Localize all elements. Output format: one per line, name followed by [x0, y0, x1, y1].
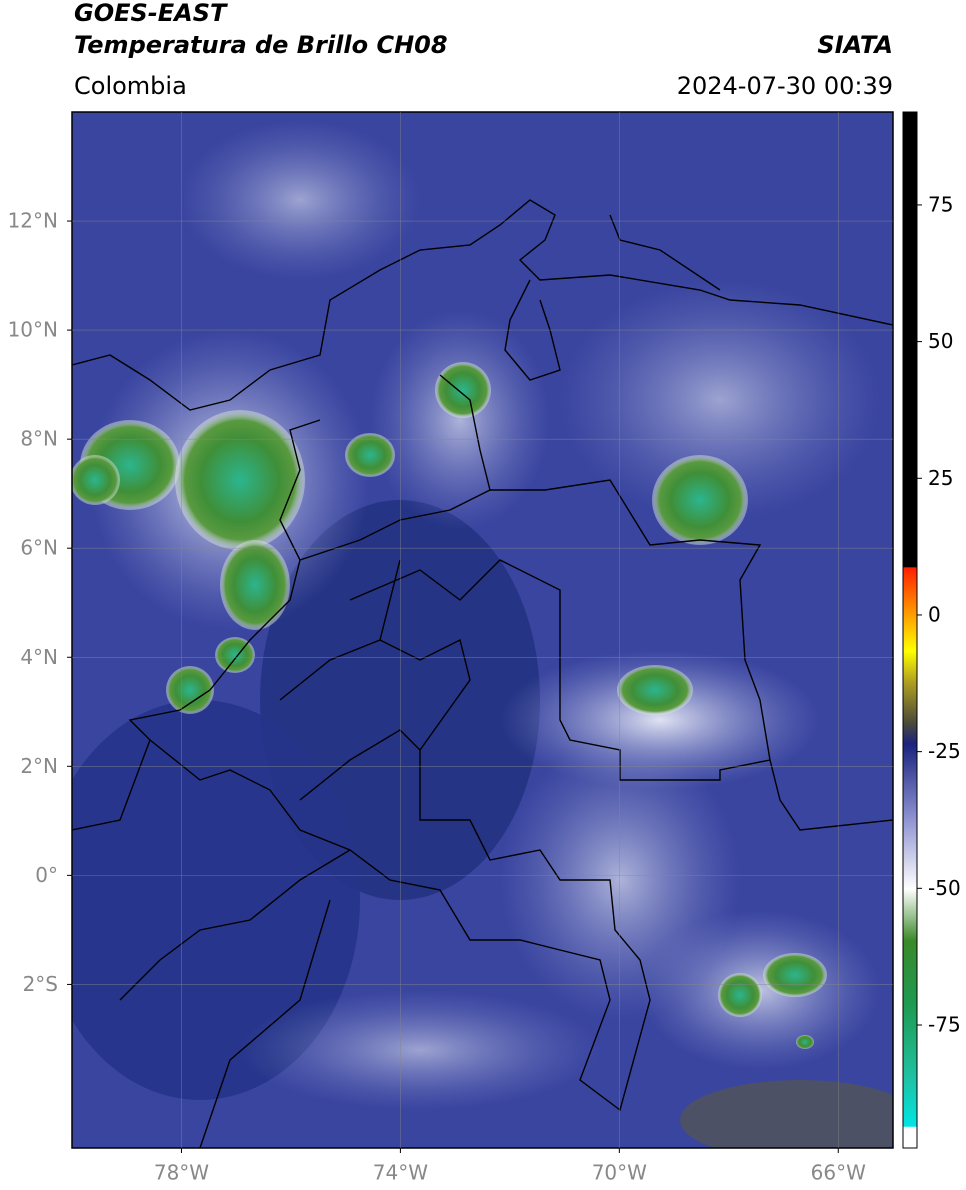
lat-tick-label: 12°N [8, 209, 58, 233]
colorbar-tick-label: 0 [928, 602, 941, 626]
lon-tick-label: 70°W [592, 1161, 647, 1185]
lon-tick-label: 78°W [154, 1161, 209, 1185]
colorbar-tick-label: -25 [928, 739, 961, 763]
colorbar-tick-label: -50 [928, 876, 961, 900]
subtitle: Temperatura de Brillo CH08 [74, 31, 448, 59]
lat-tick-label: 10°N [8, 318, 58, 342]
colorbar-tick-label: 75 [928, 192, 953, 216]
region: Colombia [74, 72, 187, 100]
datetime: 2024-07-30 00:39 [677, 72, 893, 100]
colorbar-tick-label: 50 [928, 329, 953, 353]
map-frame [71, 111, 894, 1149]
lon-tick-label: 74°W [373, 1161, 428, 1185]
lat-tick-label: 0° [35, 863, 58, 887]
colorbar-tick-label: -75 [928, 1012, 961, 1036]
lat-tick-label: 8°N [20, 427, 58, 451]
lat-tick-label: 4°N [20, 645, 58, 669]
colorbar [902, 111, 918, 1149]
lon-tick-label: 66°W [811, 1161, 866, 1185]
title: GOES-EAST [74, 0, 228, 27]
satellite-image [72, 112, 893, 1148]
lat-tick-label: 2°S [23, 972, 58, 996]
lat-tick-label: 2°N [20, 754, 58, 778]
colorbar-tick-label: 25 [928, 466, 953, 490]
source: SIATA [817, 31, 893, 59]
lat-tick-label: 6°N [20, 536, 58, 560]
